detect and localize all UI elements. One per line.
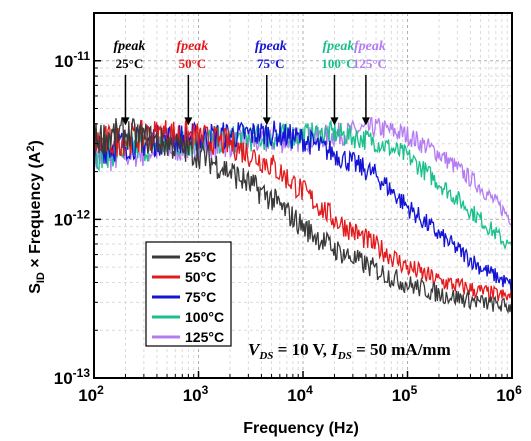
- y-axis-title: SID × Frequency (A2): [25, 140, 47, 294]
- y-tick-label: 10-12: [54, 207, 91, 229]
- legend-label: 75°C: [185, 289, 216, 305]
- legend-label: 100°C: [185, 309, 224, 325]
- legend-box: [145, 241, 232, 347]
- fpeak-label: fpeak: [255, 39, 287, 54]
- x-tick-label: 102: [78, 383, 104, 405]
- x-tick-label: 105: [392, 383, 418, 405]
- y-tick-label: 10-13: [54, 366, 91, 388]
- fpeak-temperature: 50°C: [179, 56, 207, 71]
- fpeak-temperature: 75°C: [257, 56, 285, 71]
- legend-label: 125°C: [185, 329, 224, 345]
- series-layer: [93, 116, 513, 315]
- fpeak-label: fpeak: [323, 39, 355, 54]
- legend-label: 25°C: [185, 249, 216, 265]
- fpeak-label: fpeak: [354, 39, 386, 54]
- series-line-50°C: [93, 119, 513, 303]
- fpeak-temperature: 100°C: [321, 56, 355, 71]
- series-line-25°C: [93, 117, 513, 315]
- fpeak-annotations: fpeak 25°C fpeak 50°C fpeak 75°C fpeak 100°C fpe…: [114, 39, 387, 126]
- x-tick-label: 103: [183, 383, 209, 405]
- series-line-100°C: [93, 119, 513, 251]
- y-tick-label: 10-11: [54, 49, 90, 71]
- axis-ticks: 102 103 104 105 106 10-13 10-12 10-11: [54, 12, 522, 405]
- fpeak-arrowhead: [262, 117, 271, 126]
- legend-label: 50°C: [185, 269, 216, 285]
- fpeak-temperature: 125°C: [353, 56, 387, 71]
- fpeak-arrowhead: [330, 117, 339, 126]
- fpeak-label: fpeak: [114, 39, 146, 54]
- fpeak-arrowhead: [361, 117, 370, 126]
- fpeak-arrowhead: [184, 117, 193, 126]
- fpeak-arrowhead: [121, 117, 130, 126]
- fpeak-temperature: 25°C: [116, 56, 144, 71]
- legend: 25°C 50°C 75°C 100°C 125°C: [145, 241, 232, 347]
- x-tick-label: 104: [287, 383, 313, 405]
- x-tick-label: 106: [496, 383, 522, 405]
- bias-condition-label: VDS = 10 V, IDS = 50 mA/mm: [248, 340, 451, 362]
- x-axis-title: Frequency (Hz): [243, 420, 359, 437]
- fpeak-label: fpeak: [176, 39, 208, 54]
